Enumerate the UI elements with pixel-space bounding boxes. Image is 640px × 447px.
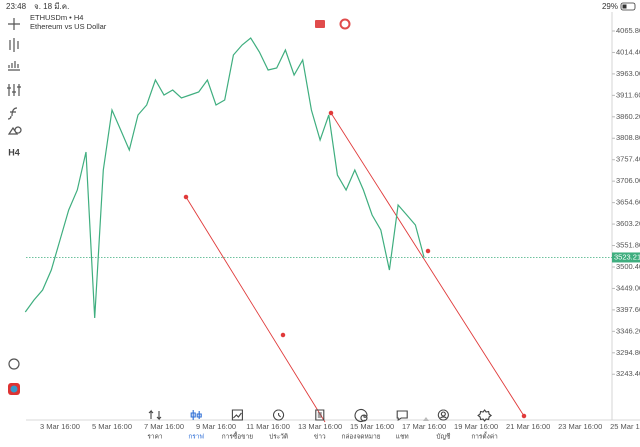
chart-type-tool[interactable] [9, 38, 19, 52]
nav-icon[interactable] [231, 409, 243, 421]
nav-label[interactable]: การซื้อขาย [222, 432, 253, 441]
y-tick-label: 3963.00 [616, 69, 640, 78]
trend-line[interactable] [330, 112, 525, 417]
y-tick-label: 3551.80 [616, 241, 640, 250]
y-tick-label: 3500.40 [616, 262, 640, 271]
y-tick-label: 3603.20 [616, 219, 640, 228]
nav-label[interactable]: กล่องจดหมาย [341, 434, 380, 441]
signal-icon[interactable] [339, 18, 351, 30]
y-tick-label: 3654.60 [616, 198, 640, 207]
current-price-label: 3523.21 [614, 252, 640, 261]
nav-icon[interactable] [396, 410, 408, 422]
x-tick-label: 19 Mar 16:00 [454, 422, 498, 431]
x-tick-label: 13 Mar 16:00 [298, 422, 342, 431]
nav-icon[interactable] [437, 409, 449, 421]
nav-icon[interactable] [315, 409, 325, 421]
y-tick-label: 3911.60 [616, 90, 640, 99]
battery-icon [620, 2, 636, 11]
trend-point[interactable] [425, 248, 431, 254]
y-tick-label: 3449.00 [616, 283, 640, 292]
y-tick-label: 3757.40 [616, 155, 640, 164]
y-tick-label: 3397.60 [616, 305, 640, 314]
x-tick-label: 25 Mar 16:00 [610, 422, 640, 431]
nav-icon[interactable] [148, 409, 162, 421]
nav-label[interactable]: ราคา [147, 434, 162, 441]
y-tick-label: 4014.40 [616, 47, 640, 56]
y-tick-label: 3860.20 [616, 112, 640, 121]
x-tick-label: 15 Mar 16:00 [350, 422, 394, 431]
x-tick-label: 9 Mar 16:00 [196, 422, 236, 431]
zoom-tool[interactable] [8, 358, 20, 370]
y-tick-label: 4065.80 [616, 26, 640, 35]
nav-label[interactable]: แชท [396, 434, 409, 441]
nav-label[interactable]: ข่าว [314, 434, 326, 441]
status-date: จ. 18 มี.ค. [34, 2, 69, 11]
x-tick-label: 11 Mar 16:00 [246, 422, 290, 431]
nav-icon[interactable] [273, 409, 285, 421]
crosshair-tool[interactable] [8, 18, 20, 30]
nav-label[interactable]: การตั้งค่า [471, 432, 498, 441]
chart-title: ETHUSDm • H4 [30, 13, 83, 22]
y-tick-label: 3294.80 [616, 348, 640, 357]
settings-tool[interactable] [7, 84, 21, 96]
nav-label[interactable]: ประวัติ [269, 433, 288, 441]
nav-icon[interactable] [477, 409, 493, 422]
trend-lines [183, 110, 527, 423]
x-tick-label: 7 Mar 16:00 [144, 422, 184, 431]
app-icon-dot [10, 385, 18, 393]
trend-point[interactable] [328, 110, 334, 116]
nav-icon[interactable] [190, 410, 202, 420]
status-battery: 29% [602, 2, 618, 11]
battery-level [622, 4, 627, 9]
trend-point[interactable] [183, 194, 189, 200]
y-tick-label: 3706.00 [616, 176, 640, 185]
current-price-box [612, 252, 640, 263]
nav-label[interactable]: บัญชี [436, 433, 451, 441]
y-tick-label: 3243.40 [616, 369, 640, 378]
objects-tool[interactable] [7, 126, 22, 135]
y-tick-label: 3808.80 [616, 133, 640, 142]
y-tick-label: 3346.20 [616, 326, 640, 335]
indicators-tool[interactable] [8, 61, 20, 71]
one-click-icon[interactable] [315, 20, 325, 28]
status-time: 23:48 [6, 2, 27, 11]
x-tick-label: 23 Mar 16:00 [558, 422, 602, 431]
nav-label[interactable]: กราฟ [188, 434, 204, 441]
chart-subtitle: Ethereum vs US Dollar [30, 22, 107, 31]
left-toolbar [7, 18, 22, 370]
timeframe[interactable]: H4 [8, 147, 20, 157]
trend-line[interactable] [185, 196, 326, 423]
price-line [24, 37, 425, 319]
x-tick-label: 21 Mar 16:00 [506, 422, 550, 431]
function-tool[interactable] [7, 107, 18, 120]
nav-icon[interactable] [354, 409, 368, 423]
x-tick-label: 5 Mar 16:00 [92, 422, 132, 431]
scroll-marker [423, 417, 429, 421]
x-tick-label: 3 Mar 16:00 [40, 422, 80, 431]
trend-point[interactable] [521, 413, 527, 419]
trend-point[interactable] [280, 332, 286, 338]
x-tick-label: 17 Mar 16:00 [402, 422, 446, 431]
